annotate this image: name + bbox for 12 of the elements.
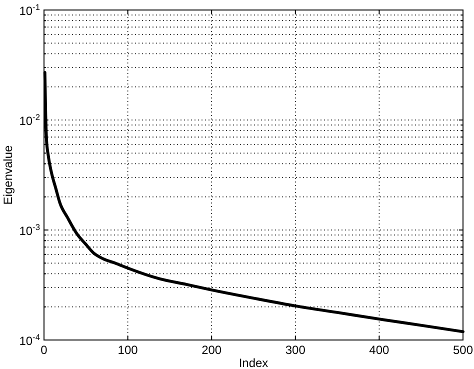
- y-tick-label: 10$^{-2}$: [19, 112, 40, 128]
- y-axis-title: Eigenvalue: [1, 144, 15, 205]
- x-tick-label: 0: [40, 343, 48, 357]
- x-tick-label: 400: [369, 343, 390, 357]
- y-tick-label: 10$^{-1}$: [19, 2, 40, 18]
- y-tick-label: 10$^{-3}$: [19, 222, 40, 238]
- x-axis-title: Index: [238, 356, 268, 369]
- x-tick-label: 500: [452, 343, 474, 357]
- x-tick-label: 200: [202, 343, 222, 357]
- x-tick-label: 100: [118, 343, 138, 357]
- x-tick-label: 300: [285, 343, 306, 357]
- y-tick-label: 10$^{-4}$: [19, 332, 40, 348]
